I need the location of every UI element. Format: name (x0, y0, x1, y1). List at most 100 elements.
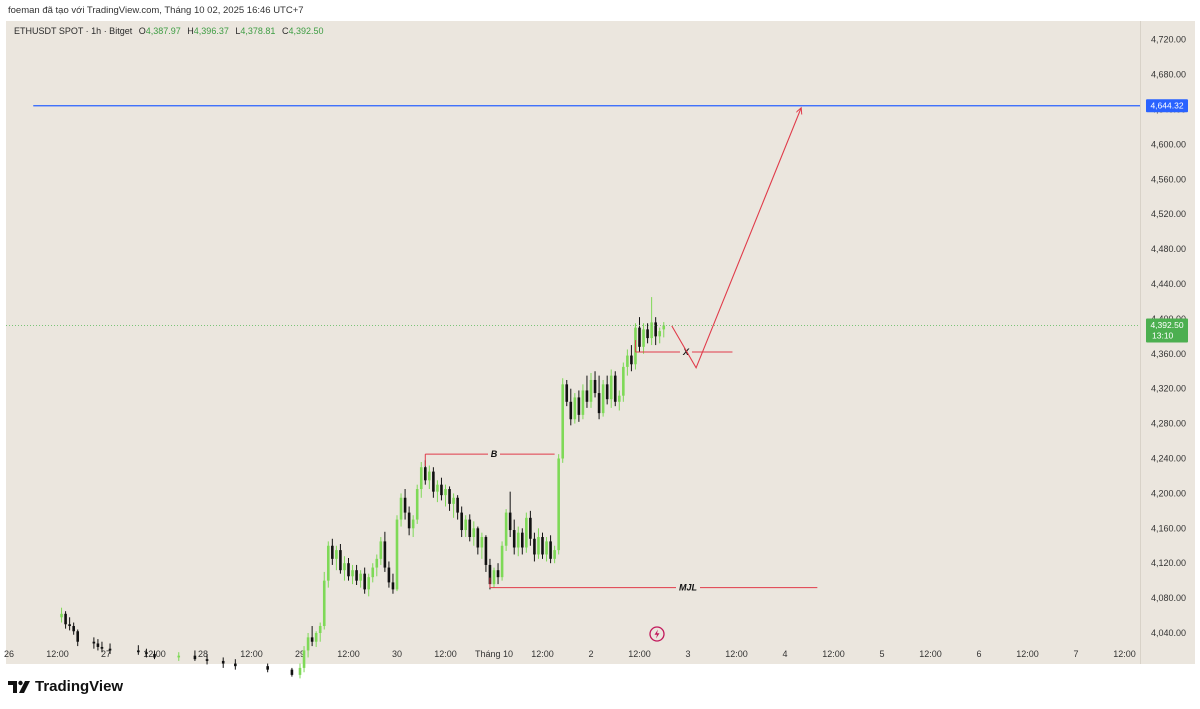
annotation-label-mjl: MJL (679, 583, 697, 593)
candle-body (537, 537, 540, 555)
x-tick-label: 5 (879, 649, 884, 659)
y-tick-label: 4,520.00 (1151, 209, 1186, 219)
candle-body (569, 401, 573, 420)
high-key: H (187, 26, 194, 36)
candle-body (541, 537, 544, 555)
candle-body (508, 512, 512, 531)
candle-body (472, 528, 476, 538)
candle-body (298, 667, 302, 675)
candle-body (363, 573, 366, 590)
candle-body (654, 322, 657, 337)
candle-body (379, 541, 383, 559)
candle-body (662, 325, 666, 330)
candle-body (234, 663, 237, 667)
candle-body (335, 550, 338, 559)
candle-body (403, 497, 407, 513)
candle-body (326, 545, 330, 581)
candle-body (266, 666, 269, 670)
candle-body (609, 375, 613, 400)
candle-body (585, 390, 589, 402)
candle-body (387, 567, 391, 583)
y-tick-label: 4,280.00 (1151, 419, 1186, 429)
x-tick-label: 12:00 (1016, 649, 1039, 659)
y-tick-label: 4,200.00 (1151, 488, 1186, 498)
candle-body (464, 519, 468, 531)
candle-body (593, 379, 597, 394)
candle-body (137, 650, 140, 653)
last-price-text: 4,392.50 (1150, 320, 1183, 330)
close-key: C (281, 26, 289, 36)
candle-body (553, 550, 556, 559)
tradingview-logo[interactable]: TradingView (8, 678, 123, 695)
horizontal-line-price-text: 4,644.32 (1150, 101, 1183, 111)
candle-body (205, 659, 209, 661)
close-value: 4,392.50 (288, 26, 324, 36)
x-tick-label: 2 (588, 649, 593, 659)
candle-body (557, 458, 560, 551)
candle-body (375, 558, 379, 568)
lightning-icon[interactable] (649, 626, 665, 642)
y-tick-label: 4,600.00 (1151, 139, 1186, 149)
candle-body (468, 519, 472, 538)
candle-body (520, 532, 524, 548)
x-tick-label: 12:00 (240, 649, 263, 659)
candle-body (646, 329, 649, 339)
y-tick-label: 4,480.00 (1151, 244, 1186, 254)
candle-body (343, 563, 346, 571)
open-key: O (138, 26, 146, 36)
candle-body (573, 397, 577, 420)
candle-body (589, 379, 593, 402)
annotation-label-bg (679, 346, 692, 358)
candle-body (533, 538, 536, 555)
candle-body (444, 489, 447, 496)
annotation-label-bg (676, 581, 700, 593)
candle-body (577, 397, 581, 415)
candle-body (436, 484, 439, 492)
candle-body (347, 563, 350, 577)
x-tick-label: 12:00 (822, 649, 845, 659)
candle-body (419, 467, 423, 490)
x-tick-label: 12:00 (628, 649, 651, 659)
candle-body (64, 613, 67, 625)
x-tick-label: 28 (198, 649, 208, 659)
candle-body (626, 355, 629, 367)
drawings: B MJL X (6, 105, 1140, 593)
x-tick-label: 3 (685, 649, 690, 659)
candle-body (642, 329, 645, 347)
x-tick-label: Tháng 10 (475, 649, 513, 659)
chart-pane[interactable] (6, 21, 1140, 664)
candle-body (496, 570, 500, 578)
candle-body (432, 471, 435, 492)
candle-body (448, 489, 451, 504)
candle-body (516, 532, 520, 548)
candle-body (440, 484, 443, 496)
y-tick-label: 4,080.00 (1151, 593, 1186, 603)
candle-body (302, 650, 306, 668)
annotation-label-bg (488, 448, 500, 460)
candle-body (100, 646, 104, 649)
x-tick-label: 26 (4, 649, 14, 659)
candle-body (331, 545, 334, 559)
y-tick-label: 4,720.00 (1151, 35, 1186, 45)
candle-body (290, 669, 294, 675)
candle-body (504, 512, 508, 546)
candle-body (367, 577, 371, 590)
candle-body (322, 580, 326, 627)
symbol-legend[interactable]: ETHUSDT SPOT · 1h · Bitget O4,387.97 H4,… (14, 26, 323, 36)
candle-body (318, 626, 322, 633)
candle-body (529, 517, 532, 539)
x-tick-label: 12:00 (1113, 649, 1136, 659)
candle-body (605, 384, 609, 400)
candle-body (500, 545, 504, 578)
candle-body (76, 631, 80, 642)
candle-body (371, 567, 375, 578)
candle-body (411, 519, 415, 529)
attribution-text: foeman đã tạo với TradingView.com, Tháng… (8, 5, 304, 16)
y-tick-label: 4,320.00 (1151, 384, 1186, 394)
candle-body (545, 541, 548, 555)
candle-body (96, 643, 100, 647)
price-axis[interactable] (1140, 21, 1195, 664)
candle-body (391, 582, 395, 590)
